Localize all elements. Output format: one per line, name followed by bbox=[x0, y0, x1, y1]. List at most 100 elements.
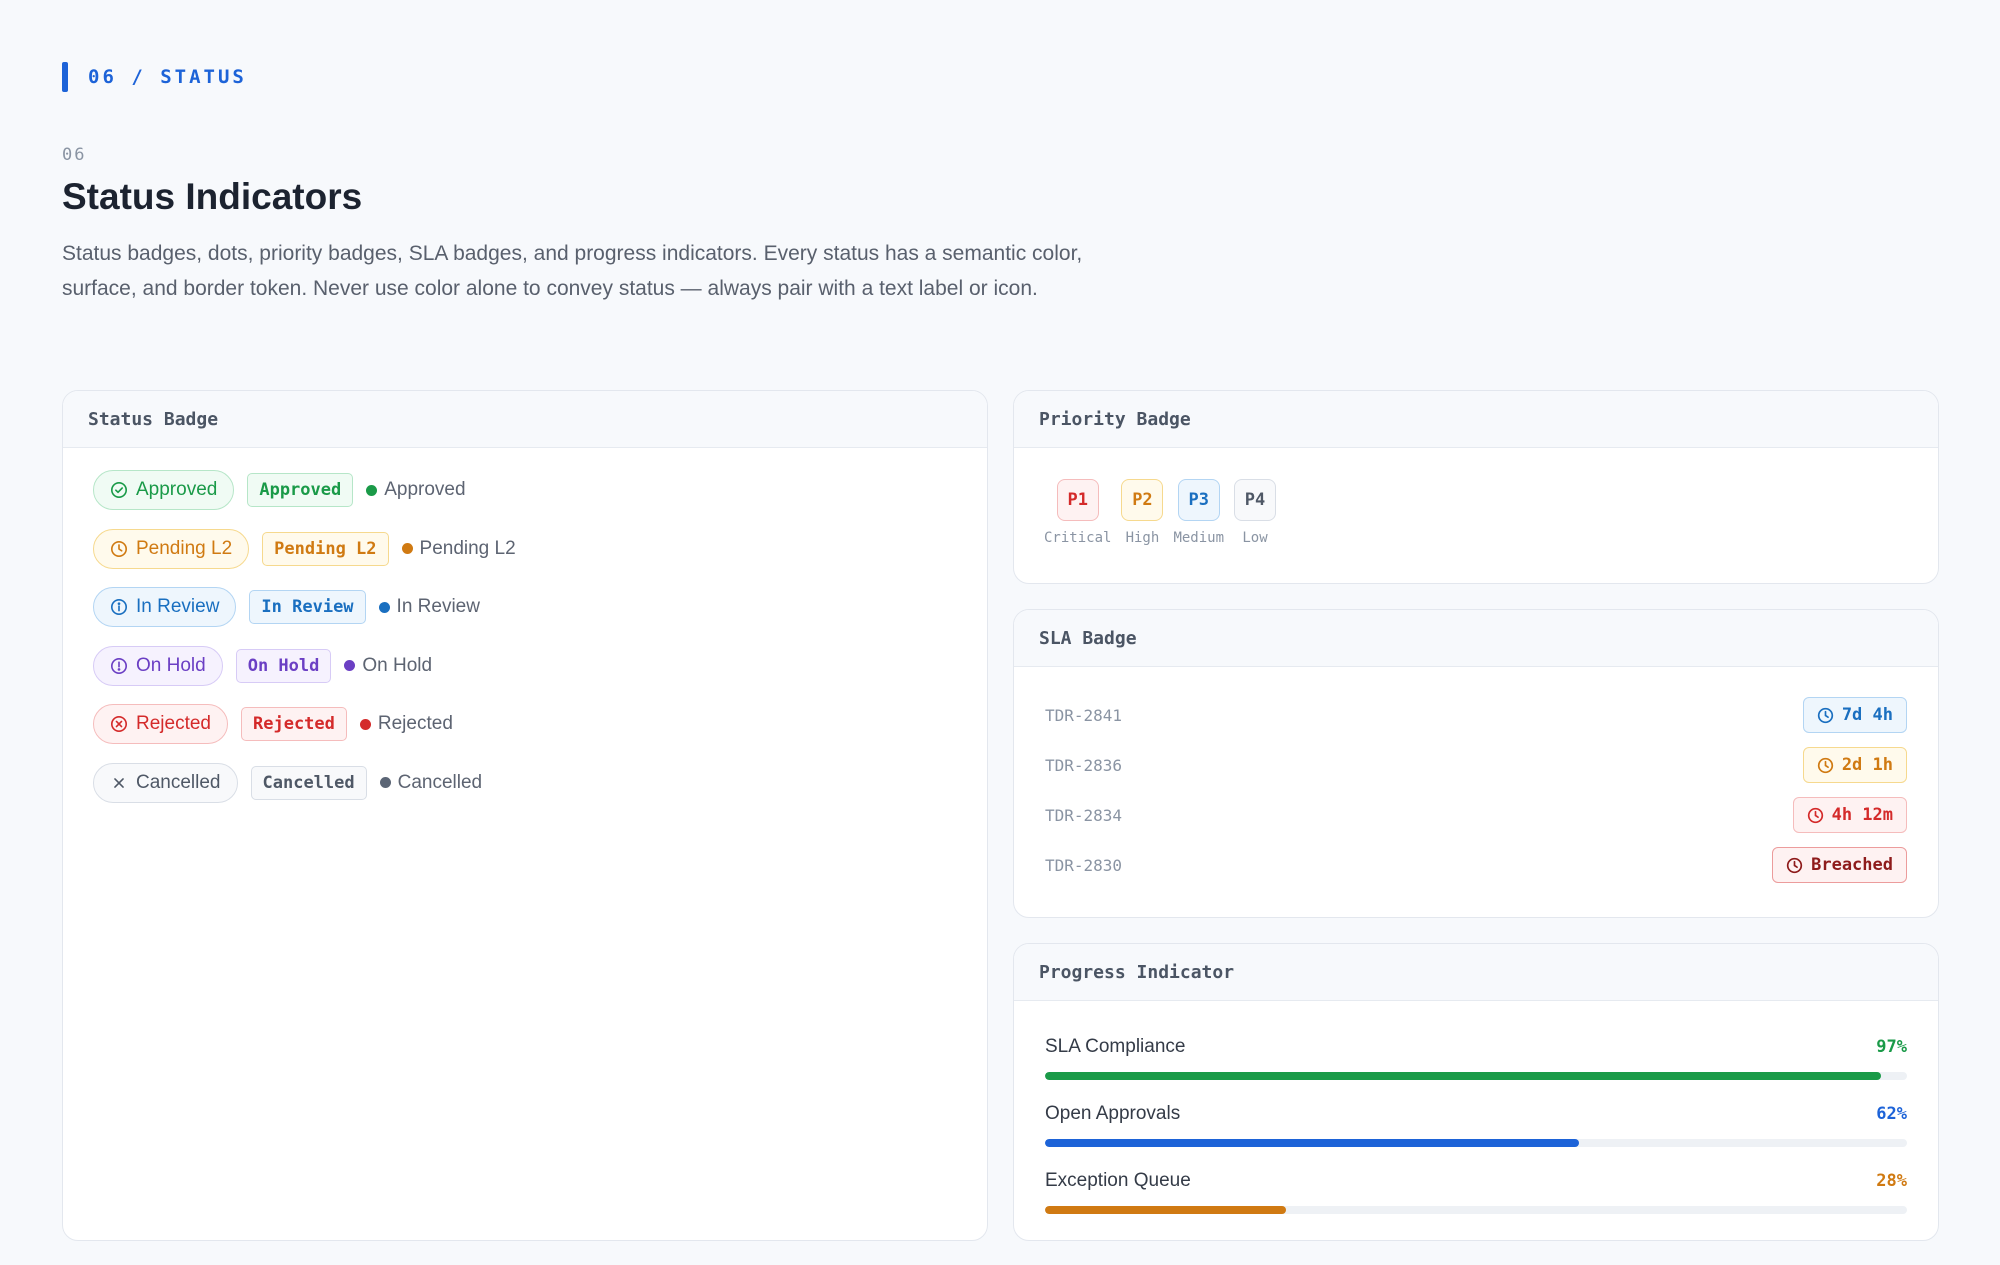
status-dot-text: Cancelled bbox=[397, 771, 483, 793]
progress-value: 97% bbox=[1876, 1037, 1907, 1057]
progress-value: 62% bbox=[1876, 1104, 1907, 1124]
progress-indicator-card: Progress Indicator SLA Compliance 97% Op… bbox=[1013, 943, 1939, 1241]
sla-value: 2d 1h bbox=[1841, 755, 1893, 775]
progress-value: 28% bbox=[1876, 1171, 1907, 1191]
priority-badge-list: P1 Critical P2 High P3 Medium P4 Low bbox=[1014, 448, 1938, 546]
card-title: Progress Indicator bbox=[1014, 944, 1938, 1001]
status-tag: Pending L2 bbox=[262, 531, 389, 566]
priority-item-p4: P4 Low bbox=[1234, 479, 1277, 546]
status-dot bbox=[401, 543, 413, 555]
status-dot bbox=[378, 601, 390, 613]
ticket-id: TDR-2830 bbox=[1045, 855, 1123, 875]
sla-row: TDR-2836 2d 1h bbox=[1045, 746, 1907, 784]
alert-circle-icon bbox=[110, 657, 128, 674]
sla-badge: 4h 12m bbox=[1792, 797, 1907, 833]
sla-badge: Breached bbox=[1772, 847, 1907, 883]
status-row-approved: Approved Approved Approved bbox=[93, 470, 957, 510]
status-dot bbox=[366, 484, 378, 496]
check-circle-icon bbox=[110, 481, 128, 499]
priority-badge: P2 bbox=[1121, 479, 1164, 521]
priority-label: Critical bbox=[1044, 530, 1112, 546]
status-pill: Rejected bbox=[93, 704, 228, 745]
progress-label: SLA Compliance bbox=[1045, 1036, 1186, 1057]
status-dot bbox=[359, 718, 371, 730]
status-tag: In Review bbox=[249, 590, 366, 625]
clock-icon bbox=[1786, 857, 1803, 873]
status-pill-label: Cancelled bbox=[136, 771, 221, 793]
sla-row: TDR-2834 4h 12m bbox=[1045, 796, 1907, 834]
priority-badge: P1 bbox=[1056, 479, 1099, 521]
status-row-on-hold: On Hold On Hold On Hold bbox=[93, 645, 957, 686]
status-pill: In Review bbox=[93, 587, 237, 628]
ticket-id: TDR-2834 bbox=[1045, 805, 1123, 825]
section-eyebrow: 06 / STATUS bbox=[62, 62, 247, 92]
priority-label: Low bbox=[1242, 530, 1268, 546]
status-dot-text: Rejected bbox=[377, 713, 453, 735]
status-pill: Approved bbox=[93, 470, 235, 510]
priority-label: High bbox=[1125, 530, 1160, 546]
sla-value: 4h 12m bbox=[1831, 805, 1893, 825]
status-pill: On Hold bbox=[93, 645, 223, 686]
status-row-pending-l2: Pending L2 Pending L2 Pending L2 bbox=[93, 528, 957, 569]
card-title: Priority Badge bbox=[1014, 391, 1938, 448]
status-dot-label: On Hold bbox=[344, 655, 432, 677]
status-tag: Approved bbox=[247, 473, 354, 507]
progress-label: Open Approvals bbox=[1045, 1103, 1181, 1124]
sla-badge-list: TDR-2841 7d 4h TDR-2836 2d 1h TDR-2834 4… bbox=[1014, 667, 1938, 884]
sla-row: TDR-2830 Breached bbox=[1045, 846, 1907, 884]
priority-item-p2: P2 High bbox=[1121, 479, 1164, 546]
ticket-id: TDR-2836 bbox=[1045, 755, 1123, 775]
status-row-rejected: Rejected Rejected Rejected bbox=[93, 704, 957, 745]
status-pill: Cancelled bbox=[93, 762, 238, 803]
priority-label: Medium bbox=[1173, 530, 1225, 546]
clock-icon bbox=[1817, 707, 1833, 723]
clock-icon bbox=[1817, 757, 1833, 773]
status-pill-label: Approved bbox=[136, 479, 218, 500]
status-dot-label: Approved bbox=[366, 479, 466, 501]
page-description: Status badges, dots, priority badges, SL… bbox=[62, 242, 1083, 300]
card-title: Status Badge bbox=[63, 391, 987, 448]
eyebrow-text: 06 / STATUS bbox=[88, 66, 247, 88]
status-dot-label: In Review bbox=[378, 596, 480, 618]
status-pill-label: On Hold bbox=[136, 654, 206, 676]
sla-value: Breached bbox=[1811, 855, 1893, 875]
sla-badge-card: SLA Badge TDR-2841 7d 4h TDR-2836 2d 1h … bbox=[1013, 609, 1939, 918]
progress-track bbox=[1045, 1139, 1907, 1147]
sla-badge: 2d 1h bbox=[1802, 747, 1907, 783]
status-pill-label: Rejected bbox=[136, 713, 211, 735]
status-tag: On Hold bbox=[235, 648, 332, 683]
status-tag: Cancelled bbox=[250, 765, 367, 800]
status-pill: Pending L2 bbox=[93, 528, 250, 569]
eyebrow-accent-bar bbox=[62, 62, 68, 92]
info-circle-icon bbox=[110, 599, 128, 616]
status-dot-label: Cancelled bbox=[379, 771, 483, 794]
sla-badge: 7d 4h bbox=[1802, 697, 1907, 733]
progress-list: SLA Compliance 97% Open Approvals 62% Ex… bbox=[1014, 1001, 1938, 1214]
progress-item: Open Approvals 62% bbox=[1045, 1102, 1907, 1147]
card-title: SLA Badge bbox=[1014, 610, 1938, 667]
priority-badge: P3 bbox=[1177, 479, 1220, 521]
progress-track bbox=[1045, 1072, 1907, 1080]
priority-badge: P4 bbox=[1234, 479, 1277, 521]
progress-label: Exception Queue bbox=[1045, 1170, 1191, 1191]
priority-badge-card: Priority Badge P1 Critical P2 High P3 Me… bbox=[1013, 390, 1939, 584]
status-dot-text: In Review bbox=[396, 596, 480, 618]
status-badge-card: Status Badge Approved Approved Approved … bbox=[62, 390, 988, 1241]
status-pill-label: In Review bbox=[136, 596, 220, 618]
section-number: 06 bbox=[62, 145, 87, 165]
progress-item: Exception Queue 28% bbox=[1045, 1169, 1907, 1214]
status-dot-label: Pending L2 bbox=[401, 537, 516, 560]
clock-icon bbox=[1807, 807, 1823, 823]
ticket-id: TDR-2841 bbox=[1045, 705, 1123, 725]
x-circle-icon bbox=[110, 716, 128, 733]
sla-value: 7d 4h bbox=[1841, 705, 1893, 725]
status-dot-text: Pending L2 bbox=[419, 537, 516, 559]
priority-item-p1: P1 Critical bbox=[1044, 479, 1111, 546]
clock-icon bbox=[110, 540, 128, 557]
close-icon bbox=[114, 778, 124, 788]
status-dot bbox=[379, 777, 391, 789]
status-tag: Rejected bbox=[241, 707, 347, 742]
status-dot-text: On Hold bbox=[362, 654, 433, 676]
progress-fill bbox=[1045, 1072, 1882, 1080]
sla-row: TDR-2841 7d 4h bbox=[1045, 696, 1907, 734]
